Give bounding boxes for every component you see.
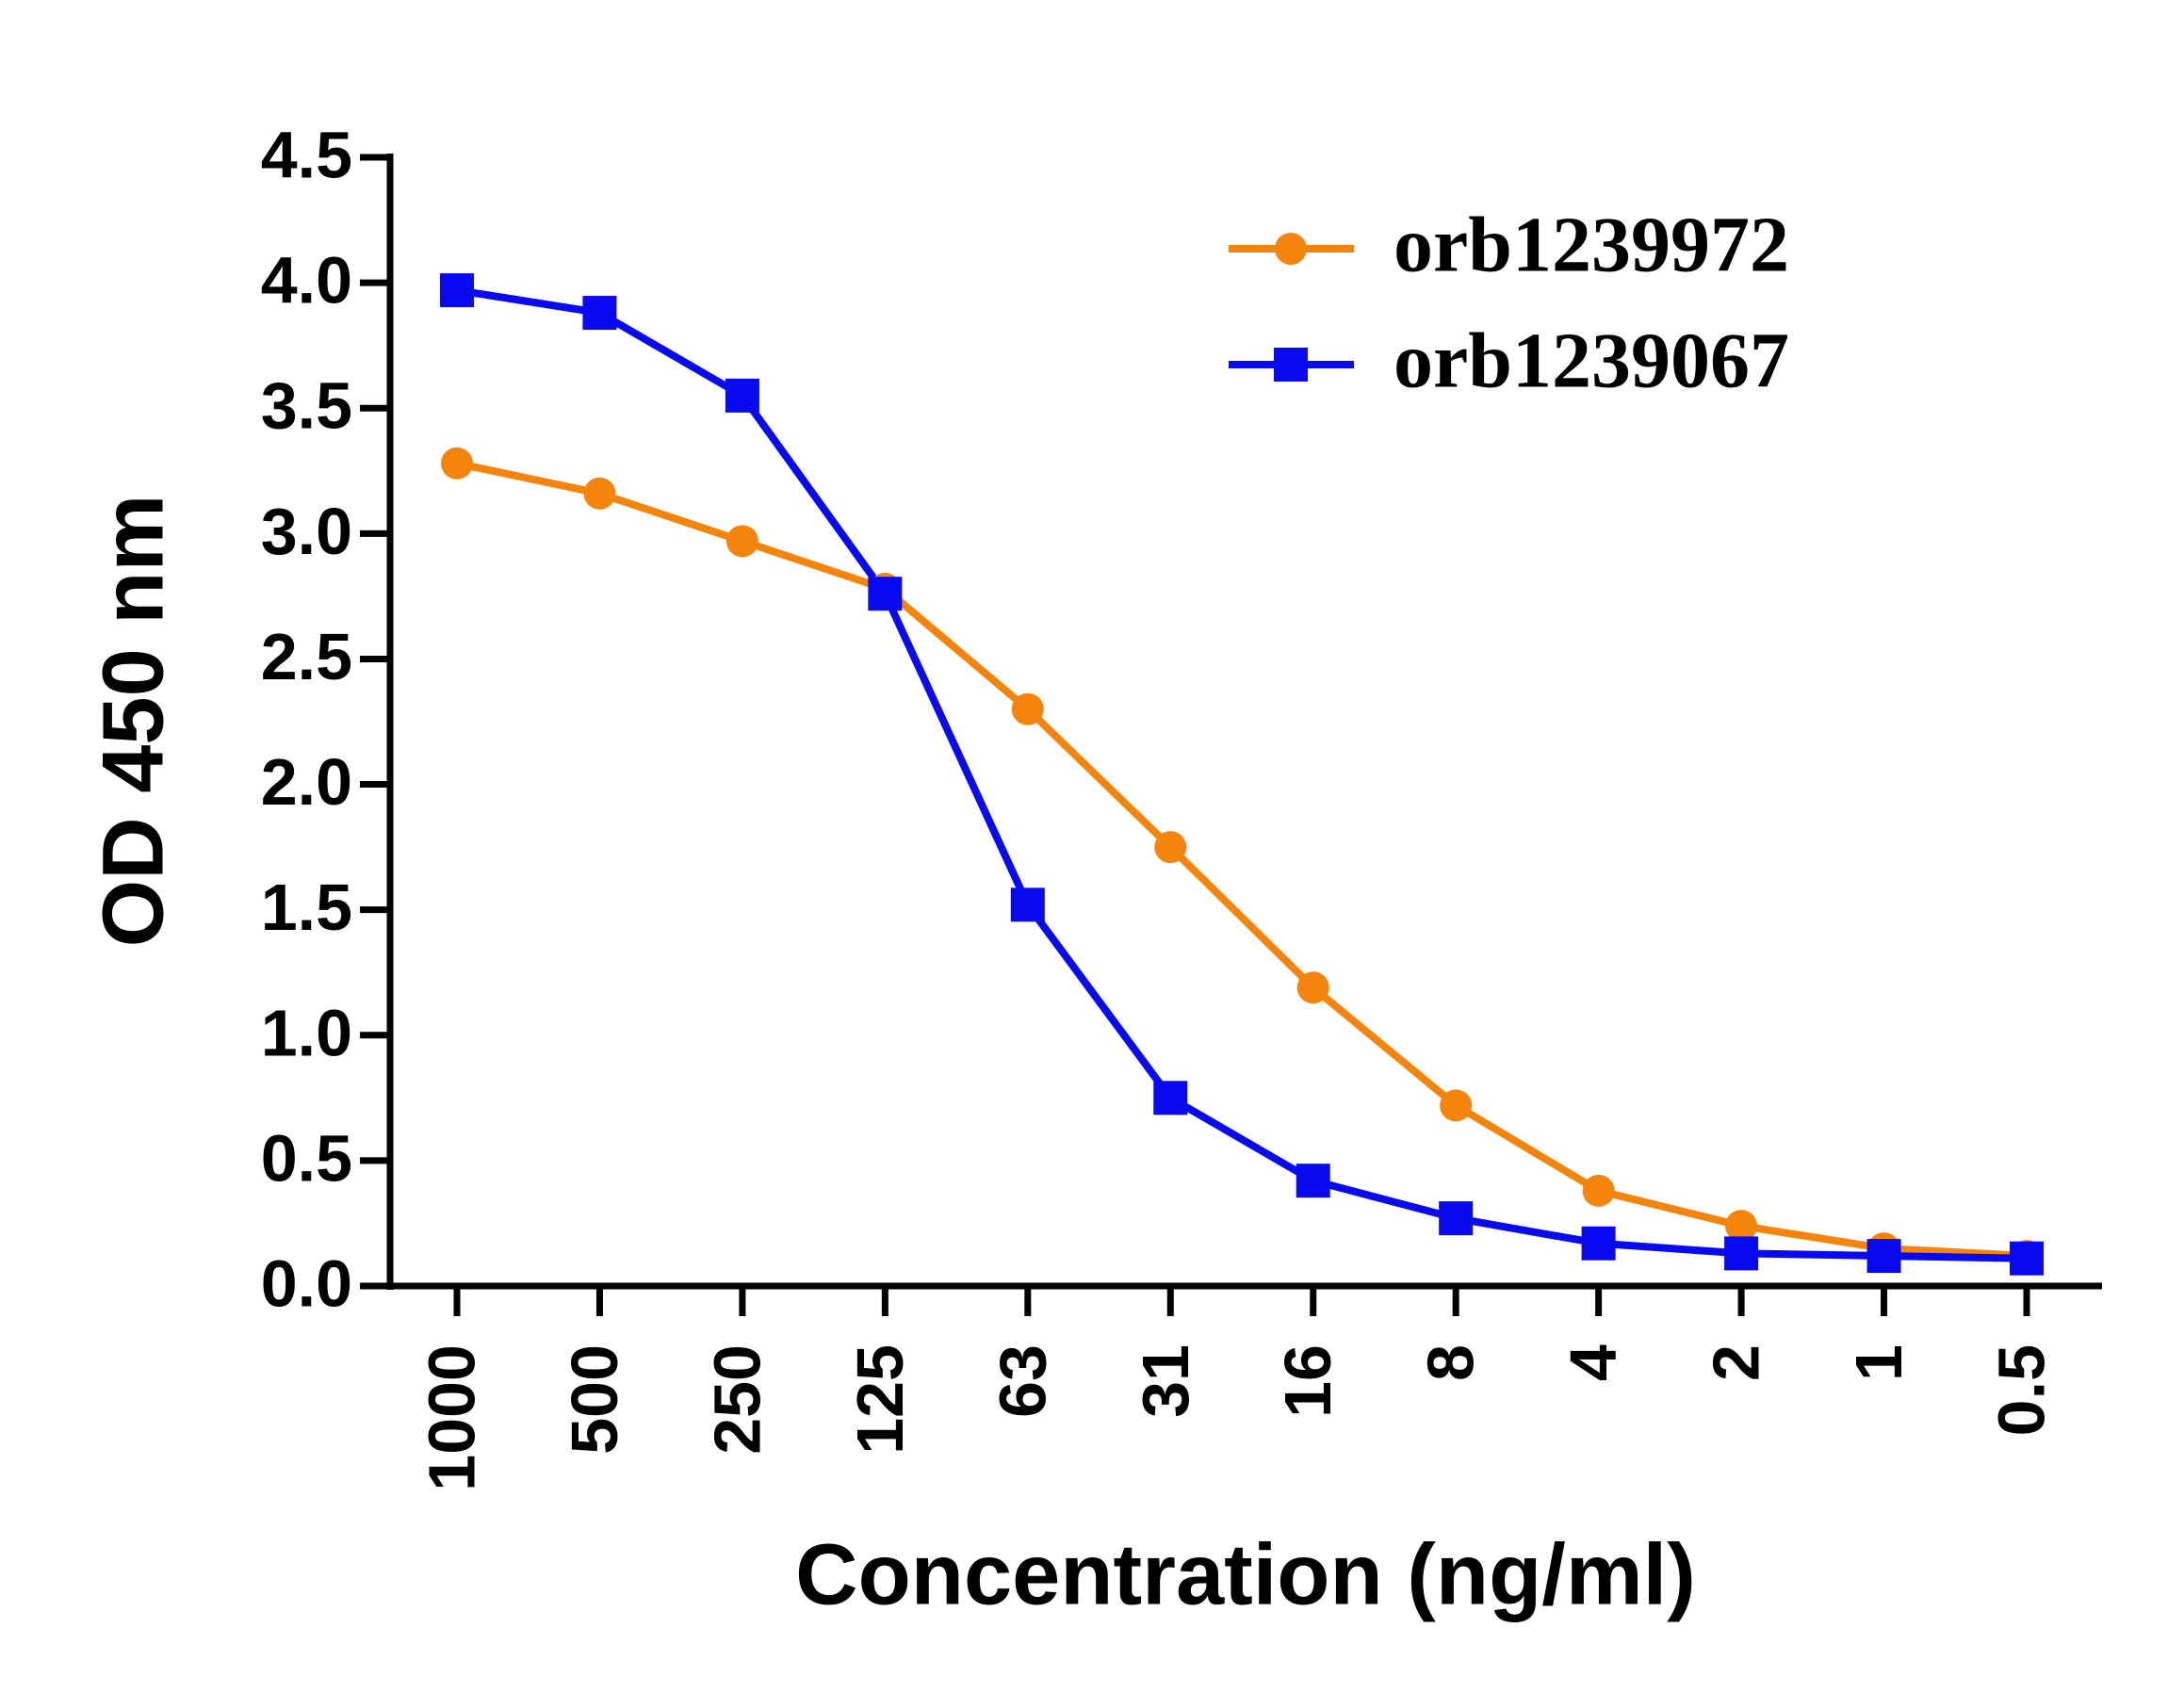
marker xyxy=(1010,887,1045,922)
marker xyxy=(1011,692,1044,725)
legend-label: orb1239972 xyxy=(1394,201,1789,288)
marker xyxy=(868,577,903,611)
marker xyxy=(1725,1210,1758,1243)
x-tick-label: 63 xyxy=(986,1344,1059,1418)
y-axis-title: OD 450 nm xyxy=(85,495,181,948)
marker xyxy=(2010,1241,2044,1276)
y-tick-label: 4.0 xyxy=(261,244,352,317)
series-line xyxy=(456,459,2028,1261)
x-tick-label: 4 xyxy=(1557,1344,1630,1381)
x-tick-label: 8 xyxy=(1414,1344,1488,1381)
series-line xyxy=(456,286,2028,1262)
marker xyxy=(440,273,474,308)
x-axis-title: Concentration (ng/ml) xyxy=(795,1526,1696,1622)
legend-label: orb1239067 xyxy=(1394,317,1789,404)
marker xyxy=(1724,1236,1759,1271)
marker xyxy=(1296,1164,1330,1198)
y-tick-label: 0.5 xyxy=(261,1121,352,1195)
x-tick-label: 16 xyxy=(1271,1344,1345,1418)
x-tick-label: 125 xyxy=(843,1344,917,1455)
x-tick-label: 1000 xyxy=(415,1344,488,1491)
marker xyxy=(582,296,617,331)
marker xyxy=(441,447,473,480)
x-tick-label: 1 xyxy=(1842,1344,1915,1381)
y-tick-label: 4.5 xyxy=(261,118,352,191)
x-tick-label: 2 xyxy=(1700,1344,1773,1381)
x-tick-label: 250 xyxy=(700,1344,774,1455)
x-tick-label: 31 xyxy=(1129,1344,1202,1418)
legend-marker xyxy=(1275,233,1307,265)
y-tick-label: 1.5 xyxy=(261,871,352,944)
marker xyxy=(1582,1174,1615,1207)
marker xyxy=(583,477,616,510)
marker xyxy=(1154,831,1187,864)
x-tick-label: 500 xyxy=(558,1344,631,1455)
marker xyxy=(1440,1089,1473,1122)
y-tick-label: 2.0 xyxy=(261,745,352,819)
y-tick-label: 3.0 xyxy=(261,495,352,568)
y-tick-label: 2.5 xyxy=(261,620,352,693)
y-tick-label: 0.0 xyxy=(261,1246,352,1320)
x-tick-label: 0.5 xyxy=(1984,1344,2058,1436)
marker xyxy=(725,378,759,413)
legend-marker xyxy=(1274,348,1308,382)
marker xyxy=(1153,1081,1188,1115)
marker xyxy=(1296,971,1329,1004)
marker xyxy=(1866,1239,1901,1274)
marker xyxy=(1581,1226,1616,1261)
marker xyxy=(1439,1201,1474,1236)
marker xyxy=(725,525,758,558)
y-tick-label: 3.5 xyxy=(261,369,352,443)
y-tick-label: 1.0 xyxy=(261,996,352,1069)
